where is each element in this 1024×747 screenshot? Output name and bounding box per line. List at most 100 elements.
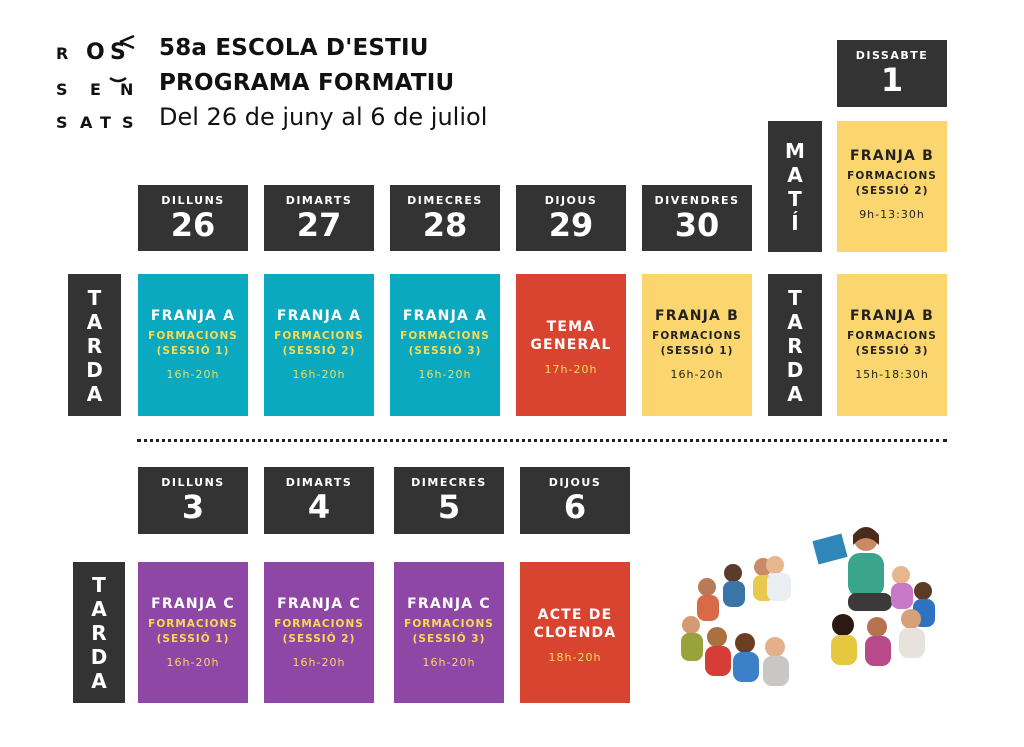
day-name: DISSABTE — [855, 49, 929, 62]
day-name: DIJOUS — [544, 194, 598, 207]
label-letter: R — [86, 334, 103, 358]
session-number: (SESSIÓ 1) — [156, 345, 230, 357]
session-number: (SESSIÓ 2) — [855, 185, 929, 197]
day-name: DIVENDRES — [654, 194, 740, 207]
label-letter: A — [86, 310, 103, 334]
label-letter: A — [91, 597, 107, 621]
session-number: (SESSIÓ 3) — [855, 345, 929, 357]
day-name: DIMECRES — [411, 476, 487, 489]
session-title: TEMA — [546, 319, 596, 335]
session-title: FRANJA C — [151, 596, 235, 612]
day-number: 28 — [422, 206, 468, 244]
session-block: FRANJA A FORMACIONS (SESSIÓ 3) 16h-20h — [390, 274, 500, 416]
label-letter: A — [91, 669, 107, 693]
page-title: 58a ESCOLA D'ESTIU — [159, 35, 429, 61]
logo-letter: T — [100, 113, 111, 132]
day-number: 27 — [296, 206, 342, 244]
label-letter: A — [787, 310, 803, 334]
children-reading-circle-illustration — [681, 527, 935, 686]
label-letter: T — [92, 573, 106, 597]
session-block: FRANJA C FORMACIONS (SESSIÓ 1) 16h-20h — [138, 562, 248, 703]
session-number: (SESSIÓ 2) — [282, 633, 356, 645]
session-type: FORMACIONS — [148, 330, 238, 342]
session-title: FRANJA A — [276, 308, 362, 324]
day-header: DIMECRES 5 — [394, 467, 504, 534]
day-header: DIJOUS 29 — [516, 185, 626, 251]
session-type: FORMACIONS — [400, 330, 490, 342]
session-hours: 16h-20h — [418, 368, 472, 381]
session-title: FRANJA A — [402, 308, 488, 324]
label-letter: R — [91, 621, 107, 645]
session-number: (SESSIÓ 1) — [660, 345, 734, 357]
day-name: DIJOUS — [548, 476, 602, 489]
label-letter: D — [86, 358, 103, 382]
session-hours: 16h-20h — [166, 656, 220, 669]
day-name: DILLUNS — [161, 476, 225, 489]
session-block: FRANJA C FORMACIONS (SESSIÓ 2) 16h-20h — [264, 562, 374, 703]
session-hours: 18h-20h — [548, 651, 602, 664]
session-number: (SESSIÓ 2) — [282, 345, 356, 357]
date-range: Del 26 de juny al 6 de juliol — [159, 103, 488, 131]
day-number: 30 — [674, 206, 720, 244]
session-hours: 16h-20h — [292, 656, 346, 669]
day-header: DILLUNS 26 — [138, 185, 248, 251]
day-number: 3 — [181, 488, 205, 526]
session-type: FORMACIONS — [652, 330, 742, 342]
tarda-label: T A R D A — [68, 274, 121, 416]
session-sat-morning: FRANJA B FORMACIONS (SESSIÓ 2) 9h-13:30h — [837, 121, 947, 252]
logo-swoosh-icon — [109, 34, 135, 83]
mati-label: M A T Í — [768, 121, 822, 252]
session-title: FRANJA B — [849, 308, 935, 324]
session-type: FORMACIONS — [274, 330, 364, 342]
session-type: FORMACIONS — [274, 618, 364, 630]
page-subtitle: PROGRAMA FORMATIU — [159, 70, 455, 96]
label-letter: T — [788, 286, 802, 310]
tarda-label: T A R D A — [73, 562, 125, 703]
session-hours: 16h-20h — [670, 368, 724, 381]
day-number: 6 — [563, 488, 587, 526]
logo-letter: S — [56, 113, 68, 132]
day-number: 26 — [170, 206, 216, 244]
day-name: DIMARTS — [285, 476, 353, 489]
session-type: FORMACIONS — [847, 170, 937, 182]
label-letter: R — [787, 334, 803, 358]
logo-letter: E — [90, 80, 101, 99]
day-name: DILLUNS — [161, 194, 225, 207]
day-number: 5 — [437, 488, 461, 526]
logo-letter: S — [110, 40, 126, 65]
logo-letter: N — [120, 80, 134, 99]
session-sat-afternoon: FRANJA B FORMACIONS (SESSIÓ 3) 15h-18:30… — [837, 274, 947, 416]
session-type: FORMACIONS — [847, 330, 937, 342]
week-separator — [137, 439, 947, 442]
session-block: FRANJA B FORMACIONS (SESSIÓ 1) 16h-20h — [642, 274, 752, 416]
session-title: GENERAL — [530, 337, 612, 353]
label-letter: D — [90, 645, 108, 669]
day-header: DIMECRES 28 — [390, 185, 500, 251]
session-block: FRANJA C FORMACIONS (SESSIÓ 3) 16h-20h — [394, 562, 504, 703]
session-block-tema-general: TEMA GENERAL 17h-20h — [516, 274, 626, 416]
session-title: FRANJA A — [150, 308, 236, 324]
day-header: DIMARTS 27 — [264, 185, 374, 251]
label-letter: A — [86, 382, 103, 406]
session-number: (SESSIÓ 1) — [156, 633, 230, 645]
session-block-acte-cloenda: ACTE DE CLOENDA 18h-20h — [520, 562, 630, 703]
day-number: 1 — [880, 61, 904, 99]
label-letter: T — [788, 187, 802, 211]
day-header-saturday: DISSABTE 1 — [837, 40, 947, 107]
session-hours: 17h-20h — [544, 363, 598, 376]
tarda-label-saturday: T A R D A — [768, 274, 822, 416]
day-header: DIMARTS 4 — [264, 467, 374, 534]
label-letter: T — [87, 286, 102, 310]
day-name: DIMECRES — [407, 194, 483, 207]
day-number: 4 — [307, 488, 331, 526]
session-title: FRANJA B — [654, 308, 740, 324]
session-hours: 16h-20h — [292, 368, 346, 381]
day-number: 29 — [548, 206, 594, 244]
label-letter: Í — [791, 211, 799, 235]
session-type: FORMACIONS — [404, 618, 494, 630]
label-letter: A — [787, 163, 803, 187]
day-header: DIJOUS 6 — [520, 467, 630, 534]
session-title: FRANJA B — [849, 148, 935, 164]
session-hours: 16h-20h — [422, 656, 476, 669]
session-title: FRANJA C — [407, 596, 491, 612]
